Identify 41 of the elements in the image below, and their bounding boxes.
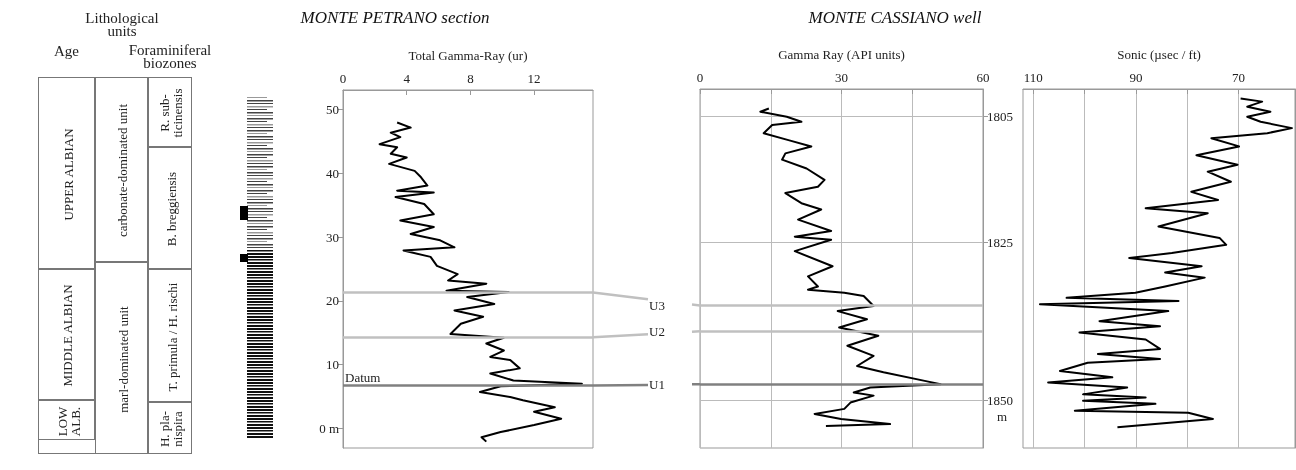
text: H. pla-nispira [149,405,193,453]
y-tick-label: 1825 [987,234,1013,250]
text: MIDDLE ALBIAN [39,272,96,399]
y-tick-label: 20 [326,293,339,309]
ref-line-label: Datum [345,369,381,385]
y-axis-title: m [997,409,1008,424]
y-tick-label: 50 [326,102,339,118]
text: T. primula / H. rischi [149,272,193,401]
text: B. breggiensis [149,150,193,268]
text: marl-dominated unit [96,265,149,453]
x-tick-label: 8 [467,71,474,86]
text: Foraminiferal biozones [128,41,212,73]
text: Age [53,41,80,61]
ref-line-label: U3 [649,297,665,313]
ref-line-label: U1 [649,376,665,392]
y-tick-label: 40 [326,165,339,181]
x-tick-label: 0 [339,71,347,86]
text: UPPER ALBIAN [39,80,96,268]
y-tick-label: 30 [326,229,339,245]
y-tick-label: 10 [326,357,339,373]
x-axis-title: Gamma Ray (API units) [778,47,905,62]
chart-title: MONTE CASSIANO well [807,8,982,27]
x-tick-label: 110 [1023,70,1043,85]
x-axis-title: Total Gamma-Ray (ur) [408,48,528,63]
x-tick-label: 12 [527,71,541,86]
text: carbonate-dominated unit [96,80,149,261]
x-tick-label: 30 [835,70,848,85]
text: Lithological units [84,9,160,41]
y-tick-label: 1805 [987,108,1013,124]
x-tick-label: 70 [1232,70,1246,85]
y-tick-label: 0 m [319,420,339,436]
ref-line-label: U2 [649,323,665,339]
x-tick-label: 60 [976,70,990,85]
y-tick-label: 1850 [987,392,1013,408]
x-tick-label: 90 [1129,70,1143,85]
x-tick-label: 4 [403,71,411,86]
x-tick-label: 0 [696,70,704,85]
text: R. sub-ticinensis [149,80,193,146]
x-axis-title: Sonic (µsec / ft) [1117,47,1201,62]
text: LOW ALB. [39,403,96,439]
chart-title: MONTE PETRANO section [299,8,490,27]
